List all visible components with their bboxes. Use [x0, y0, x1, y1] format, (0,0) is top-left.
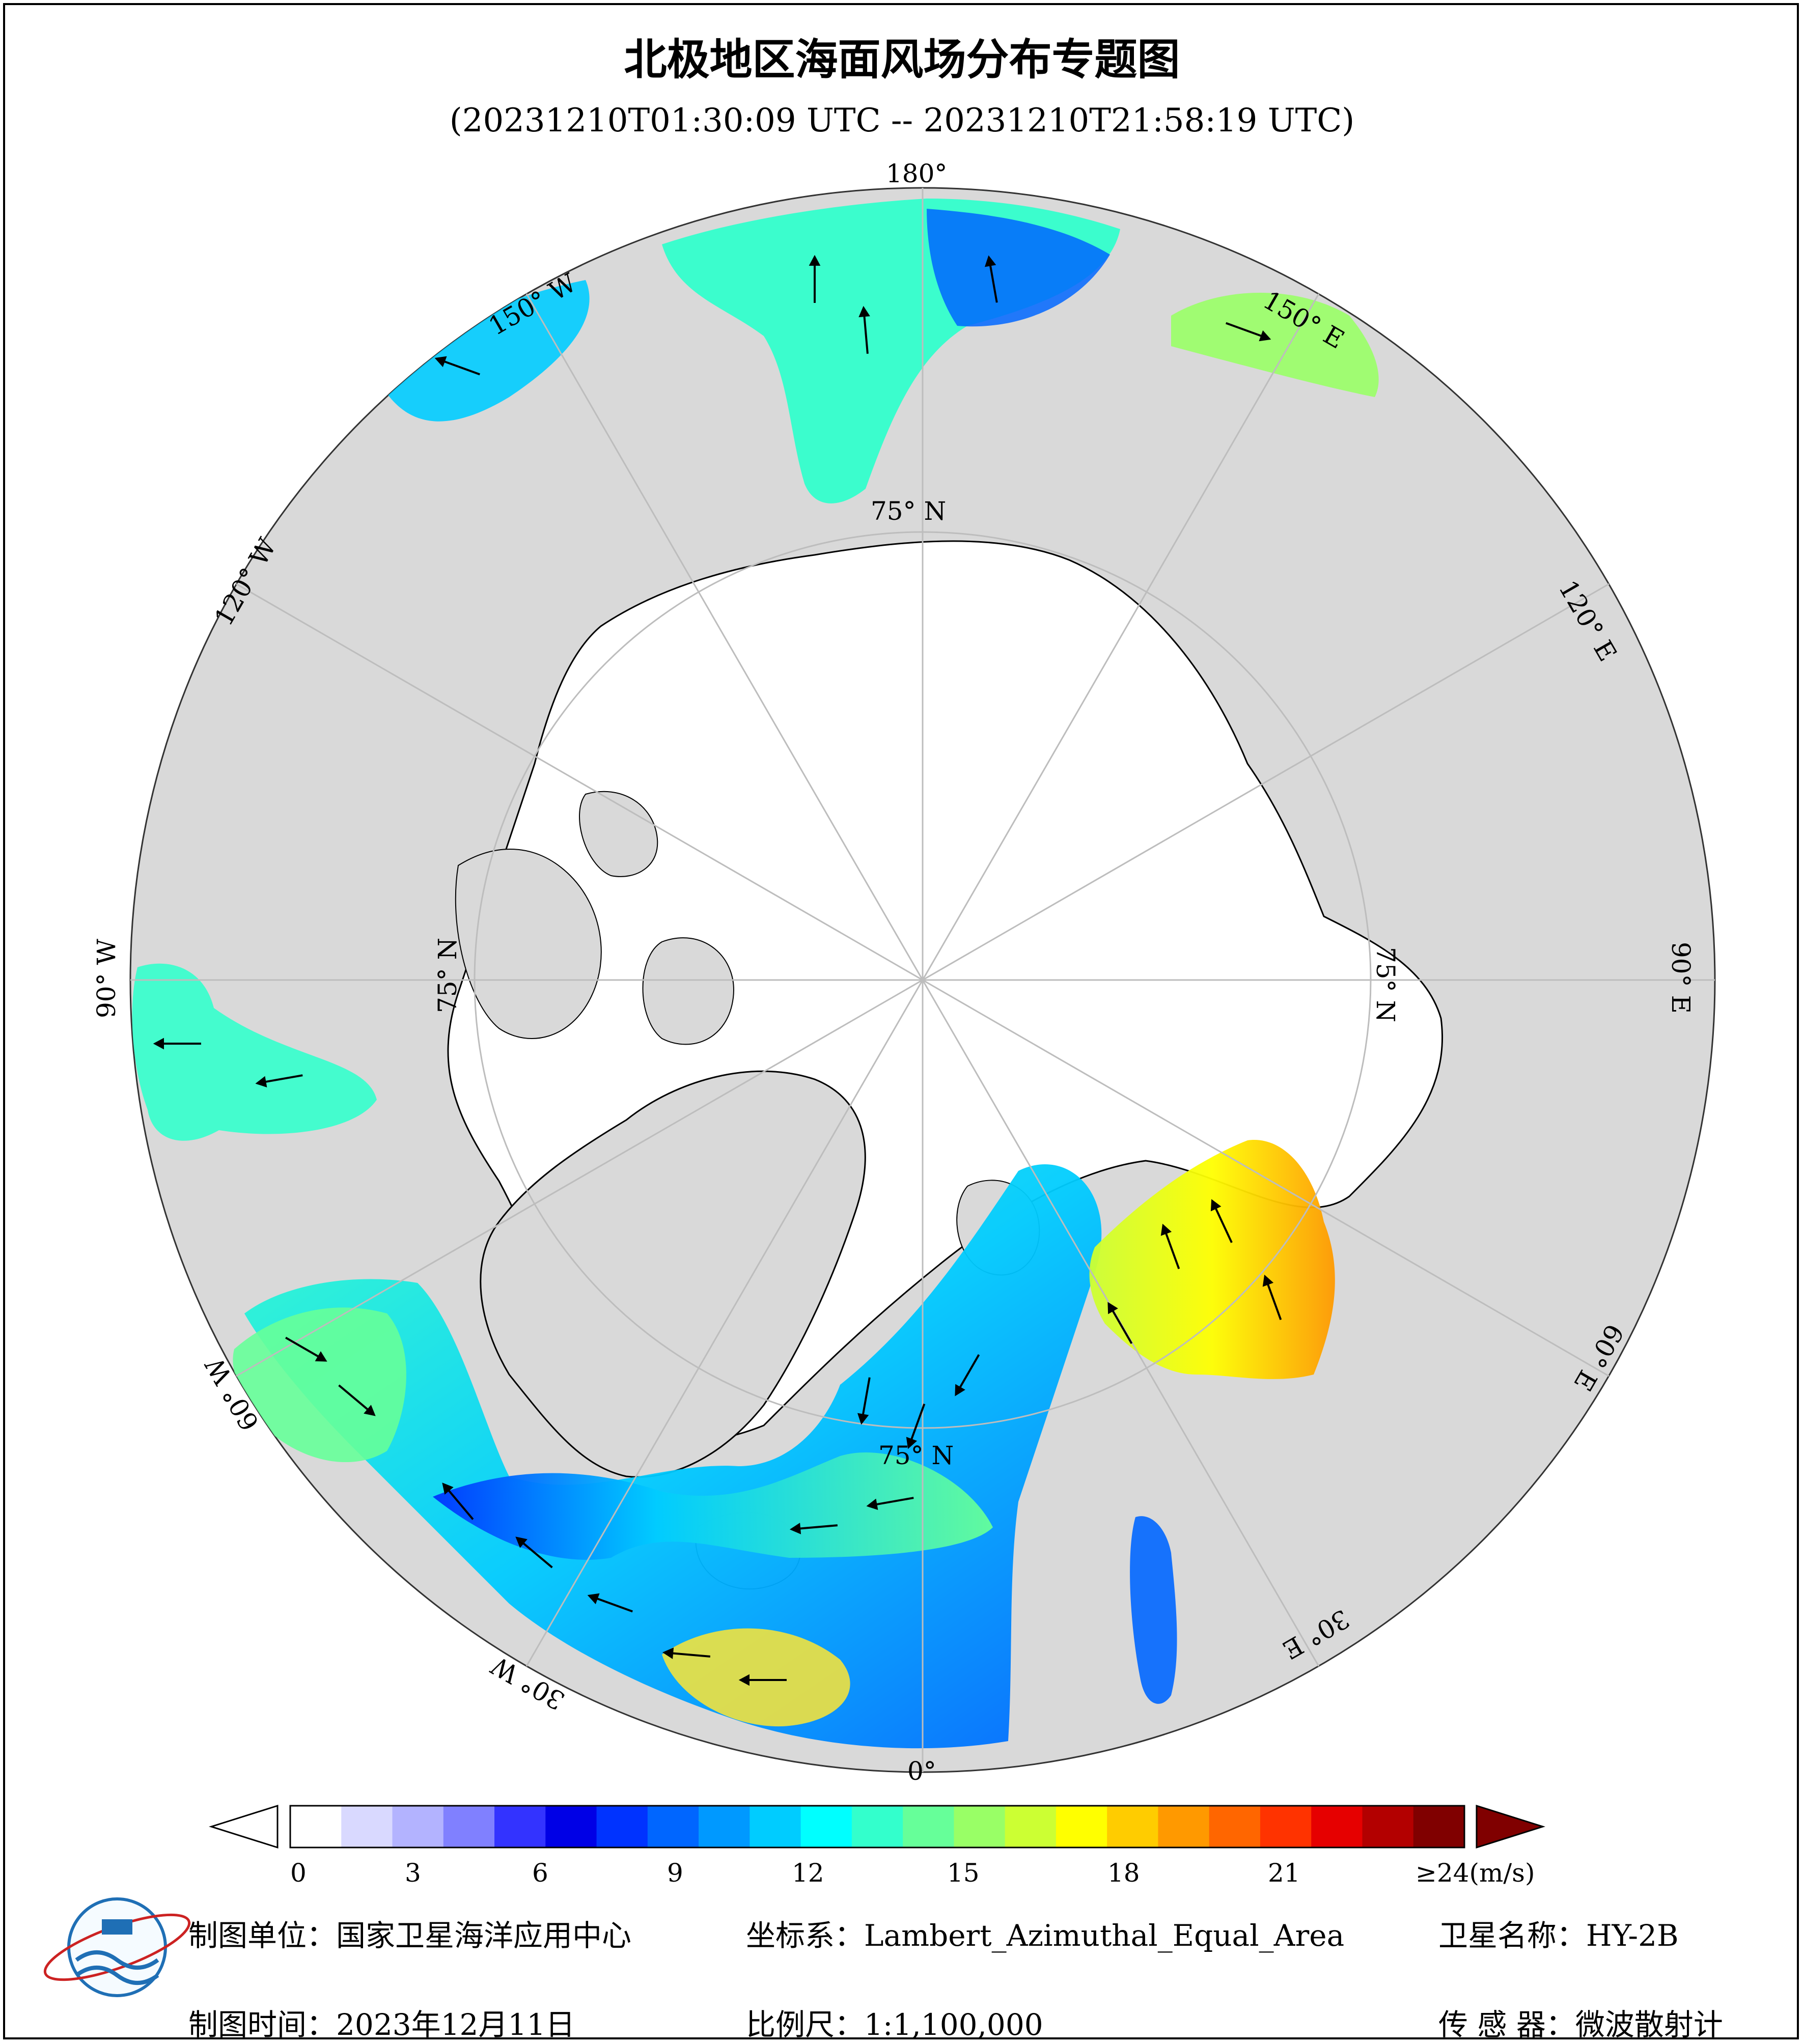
- colorbar-cell: [1209, 1806, 1261, 1847]
- colorbar-cell: [750, 1806, 801, 1847]
- colorbar-cell: [443, 1806, 495, 1847]
- colorbar-min-arrow: [209, 1804, 279, 1849]
- producer-label: 制图单位：: [188, 1918, 337, 1953]
- wind-field-barents: [1089, 1140, 1335, 1379]
- lat-label-75n-bottom: 75° N: [878, 1441, 954, 1470]
- lon-label-90e: 90° E: [1666, 942, 1696, 1014]
- map-title: 北极地区海面风场分布专题图: [624, 35, 1180, 85]
- colorbar-cell: [494, 1806, 546, 1847]
- wind-field-alaska: [377, 280, 590, 422]
- canadian-archipelago: [455, 791, 734, 1045]
- colorbar-cell: [545, 1806, 597, 1847]
- colorbar-cell: [1413, 1806, 1465, 1847]
- cbar-tick-3: 3: [405, 1858, 421, 1888]
- sensor-value: 微波散射计: [1575, 2007, 1723, 2042]
- lat-label-75n-left: 75° N: [433, 937, 462, 1013]
- wind-arrows: [153, 255, 1282, 1686]
- lat-label-75n-top: 75° N: [871, 496, 947, 526]
- colorbar-max-arrow: [1476, 1804, 1545, 1849]
- sensor-label: 传 感 器：: [1438, 2007, 1575, 2042]
- cbar-tick-21: 21: [1268, 1858, 1300, 1888]
- map-subtitle: (20231210T01:30:09 UTC -- 20231210T21:58…: [449, 102, 1355, 139]
- wind-field-labrador: [233, 1307, 406, 1463]
- lat-label-75n-right: 75° N: [1371, 947, 1400, 1023]
- colorbar-cell: [1158, 1806, 1210, 1847]
- colorbar-cell: [1362, 1806, 1414, 1847]
- colorbar-cell: [647, 1806, 699, 1847]
- wind-field-greenland-sea: [433, 1452, 993, 1560]
- sensor-info: 传 感 器：微波散射计: [1438, 2001, 1723, 2043]
- nmsc-logo: [43, 1897, 191, 1997]
- colorbar-cell: [596, 1806, 648, 1847]
- colorbar: [209, 1804, 1545, 1849]
- colorbar-cell: [392, 1806, 444, 1847]
- colorbar-cell: [1311, 1806, 1363, 1847]
- colorbar-cell: [1107, 1806, 1158, 1847]
- colorbar-cell: [699, 1806, 750, 1847]
- colorbar-cell: [1005, 1806, 1057, 1847]
- colorbar-cell: [954, 1806, 1006, 1847]
- scale-value: 1:1,100,000: [864, 2007, 1043, 2042]
- production-date-label: 制图时间：: [188, 2007, 337, 2042]
- colorbar-cell: [290, 1806, 342, 1847]
- wind-field-baltic: [1130, 1516, 1177, 1704]
- wind-field-atlantic: [244, 1164, 1102, 1749]
- cbar-tick-15: 15: [947, 1858, 980, 1888]
- production-date-info: 制图时间：2023年12月11日: [188, 2001, 575, 2043]
- coordinate-system-value: Lambert_Azimuthal_Equal_Area: [864, 1918, 1345, 1953]
- lon-label-90w: 90° W: [92, 939, 121, 1018]
- colorbar-cell: [851, 1806, 903, 1847]
- coordinate-system-info: 坐标系：Lambert_Azimuthal_Equal_Area: [746, 1912, 1344, 1954]
- producer-value: 国家卫星海洋应用中心: [336, 1918, 632, 1953]
- colorbar-cell: [800, 1806, 852, 1847]
- greenland: [480, 1070, 866, 1478]
- cbar-tick-0: 0: [290, 1858, 307, 1888]
- wind-field-iceland: [662, 1628, 850, 1727]
- satellite-info: 卫星名称：HY-2B: [1438, 1912, 1679, 1954]
- map-frame: [3, 3, 1799, 2039]
- lon-label-0: 0°: [907, 1756, 936, 1786]
- producer-info: 制图单位：国家卫星海洋应用中心: [188, 1912, 631, 1954]
- cbar-tick-24: ≥24(m/s): [1416, 1858, 1535, 1888]
- cbar-tick-18: 18: [1107, 1858, 1140, 1888]
- cbar-tick-9: 9: [667, 1858, 683, 1888]
- colorbar-cell: [341, 1806, 393, 1847]
- colorbar-cell: [1260, 1806, 1312, 1847]
- wind-field-bering-blue: [927, 209, 1110, 327]
- cbar-tick-6: 6: [532, 1858, 548, 1888]
- scale-info: 比例尺：1:1,100,000: [746, 2001, 1043, 2043]
- coordinate-system-label: 坐标系：: [746, 1918, 865, 1953]
- wind-field-okhotsk: [1171, 293, 1379, 397]
- cbar-tick-12: 12: [792, 1858, 824, 1888]
- lon-label-180: 180°: [886, 159, 948, 188]
- colorbar-cell: [903, 1806, 954, 1847]
- wind-field-hudson: [132, 963, 377, 1141]
- satellite-label: 卫星名称：: [1438, 1918, 1587, 1953]
- production-date-value: 2023年12月11日: [336, 2007, 575, 2042]
- satellite-value: HY-2B: [1586, 1918, 1679, 1953]
- scale-label: 比例尺：: [746, 2007, 865, 2042]
- colorbar-cell: [1056, 1806, 1107, 1847]
